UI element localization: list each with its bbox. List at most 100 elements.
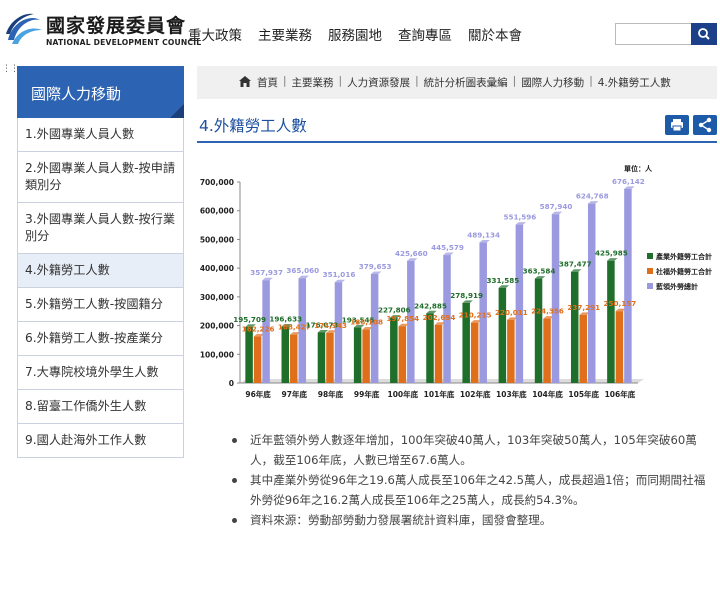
nav-policy[interactable]: 重大政策 [188,28,242,44]
bar [398,326,407,383]
nav-business[interactable]: 主要業務 [258,28,312,44]
bar [370,273,379,383]
bar [334,282,343,383]
bar [470,322,479,383]
nav-services[interactable]: 服務園地 [328,28,382,44]
nav-about[interactable]: 關於本會 [468,28,522,44]
bar-top [262,277,273,281]
nav-query[interactable]: 查詢專區 [398,28,452,44]
breadcrumb-home[interactable]: 首頁 [257,77,278,89]
bar-top [534,276,546,279]
bar [253,336,262,383]
legend-label: 產業外籍勞工合計 [655,252,712,261]
menu-dots-icon[interactable]: ⋮⋮ [2,64,19,74]
sidebar-item-workers-by-industry[interactable]: 6.外籍勞工人數-按產業分 [17,322,184,356]
search-button[interactable] [691,23,717,45]
bar [443,255,451,383]
sidebar-item-professionals-by-industry[interactable]: 3.外國專業人員人數-按行業別分 [17,203,184,254]
note-item: 其中產業外勞從96年之19.6萬人成長至106年之42.5萬人，成長超過1倍；而… [232,470,712,510]
site-search [615,23,717,45]
breadcrumb-business[interactable]: 主要業務 [291,77,334,89]
bar [426,313,434,383]
bar-top [570,269,582,272]
legend-label: 藍領外勞總計 [656,282,698,291]
breadcrumb-separator: | [512,75,517,87]
bar-top [551,211,563,215]
home-icon[interactable] [239,76,251,87]
bar-top [317,329,329,333]
bar [317,332,326,383]
data-label: 351,016 [323,270,356,279]
org-name-cn: 國家發展委員會 [46,15,187,37]
bullet-icon [232,518,237,523]
bar [262,280,270,383]
bar [543,318,551,383]
x-tick-label: 96年底 [245,389,271,399]
x-tick-label: 97年底 [282,389,308,399]
bar-top [443,252,454,256]
foreign-workers-chart: 0 100,000 200,000 300,000 400,000 500,000 600,… [200,164,712,399]
bar-top [281,324,293,327]
sidebar-item-foreign-workers[interactable]: 4.外籍勞工人數 [17,254,184,288]
breadcrumb-separator: | [338,75,343,87]
bar [587,203,596,383]
breadcrumb-hr[interactable]: 人力資源發展 [347,77,411,89]
x-tick-label: 99年底 [354,389,380,399]
data-label: 445,579 [431,243,464,252]
data-label: 193,545 [342,315,375,324]
bar [362,329,370,383]
bar [551,214,560,383]
site-logo[interactable]: 國家發展委員會 NATIONAL DEVELOPMENT COUNCIL [4,10,201,56]
sidebar-item-overseas-students[interactable]: 7.大專院校境外學生人數 [17,356,184,390]
data-label: 624,768 [576,192,609,201]
bar-top [253,333,265,337]
bar-top [587,201,599,204]
bar-top [298,275,310,279]
data-label: 365,060 [286,266,319,275]
x-tick-label: 98年底 [318,389,344,399]
bar-top [624,186,635,189]
data-label: 379,653 [359,262,392,271]
share-button[interactable] [693,115,717,135]
bar-top [426,310,437,314]
breadcrumb-charts[interactable]: 統計分析圖表彙編 [423,77,508,89]
x-tick-label: 100年底 [387,389,418,399]
bar [479,242,487,383]
breadcrumb-current: 4.外籍勞工人數 [597,77,671,89]
y-tick-label: 0 [229,379,234,388]
sidebar-item-foreign-professionals[interactable]: 1.外國專業人員人數 [17,118,184,152]
bar-top [607,258,618,261]
bar-top [507,317,518,320]
ndc-logo-icon [6,13,42,44]
bar-top [398,323,410,327]
bar [624,188,632,383]
data-label: 387,477 [559,260,592,269]
y-tick-label: 700,000 [200,178,234,187]
data-label: 425,985 [595,249,628,258]
legend-label: 社福外籍勞工合計 [655,267,712,276]
sidebar-item-professionals-by-application[interactable]: 2.外國專業人員人數-按申請類別分 [17,152,184,203]
bar-top [290,332,301,335]
bar [615,311,624,383]
breadcrumb: 首頁 | 主要業務 | 人力資源發展 | 統計分析圖表彙編 | 國際人力移動 |… [197,66,717,99]
org-name-en: NATIONAL DEVELOPMENT COUNCIL [46,38,202,47]
bullet-icon [232,438,237,443]
sidebar-item-workers-by-nationality[interactable]: 5.外籍勞工人數-按國籍分 [17,288,184,322]
bar-top [579,312,590,315]
sidebar-item-overseas-chinese-grads[interactable]: 8.留臺工作僑外生人數 [17,390,184,424]
breadcrumb-mobility[interactable]: 國際人力移動 [521,77,585,89]
bar [390,317,398,383]
sidebar-item-nationals-abroad[interactable]: 9.國人赴海外工作人數 [17,424,184,458]
search-input[interactable] [615,23,691,45]
site-header: 國家發展委員會 NATIONAL DEVELOPMENT COUNCIL 重大政… [0,0,720,64]
x-tick-label: 103年底 [496,389,527,399]
y-tick-label: 200,000 [200,322,234,331]
x-tick-label: 101年底 [424,389,455,399]
notes-list: 近年藍領外勞人數逐年增加，100年突破40萬人，103年突破50萬人，105年突… [232,430,712,530]
data-label: 174,943 [314,321,347,330]
bar-top [390,315,401,318]
main-nav: 重大政策 主要業務 服務園地 查詢專區 關於本會 [188,24,538,44]
data-label: 250,157 [604,299,637,308]
data-label: 168,427 [278,323,311,332]
print-button[interactable] [665,115,689,135]
